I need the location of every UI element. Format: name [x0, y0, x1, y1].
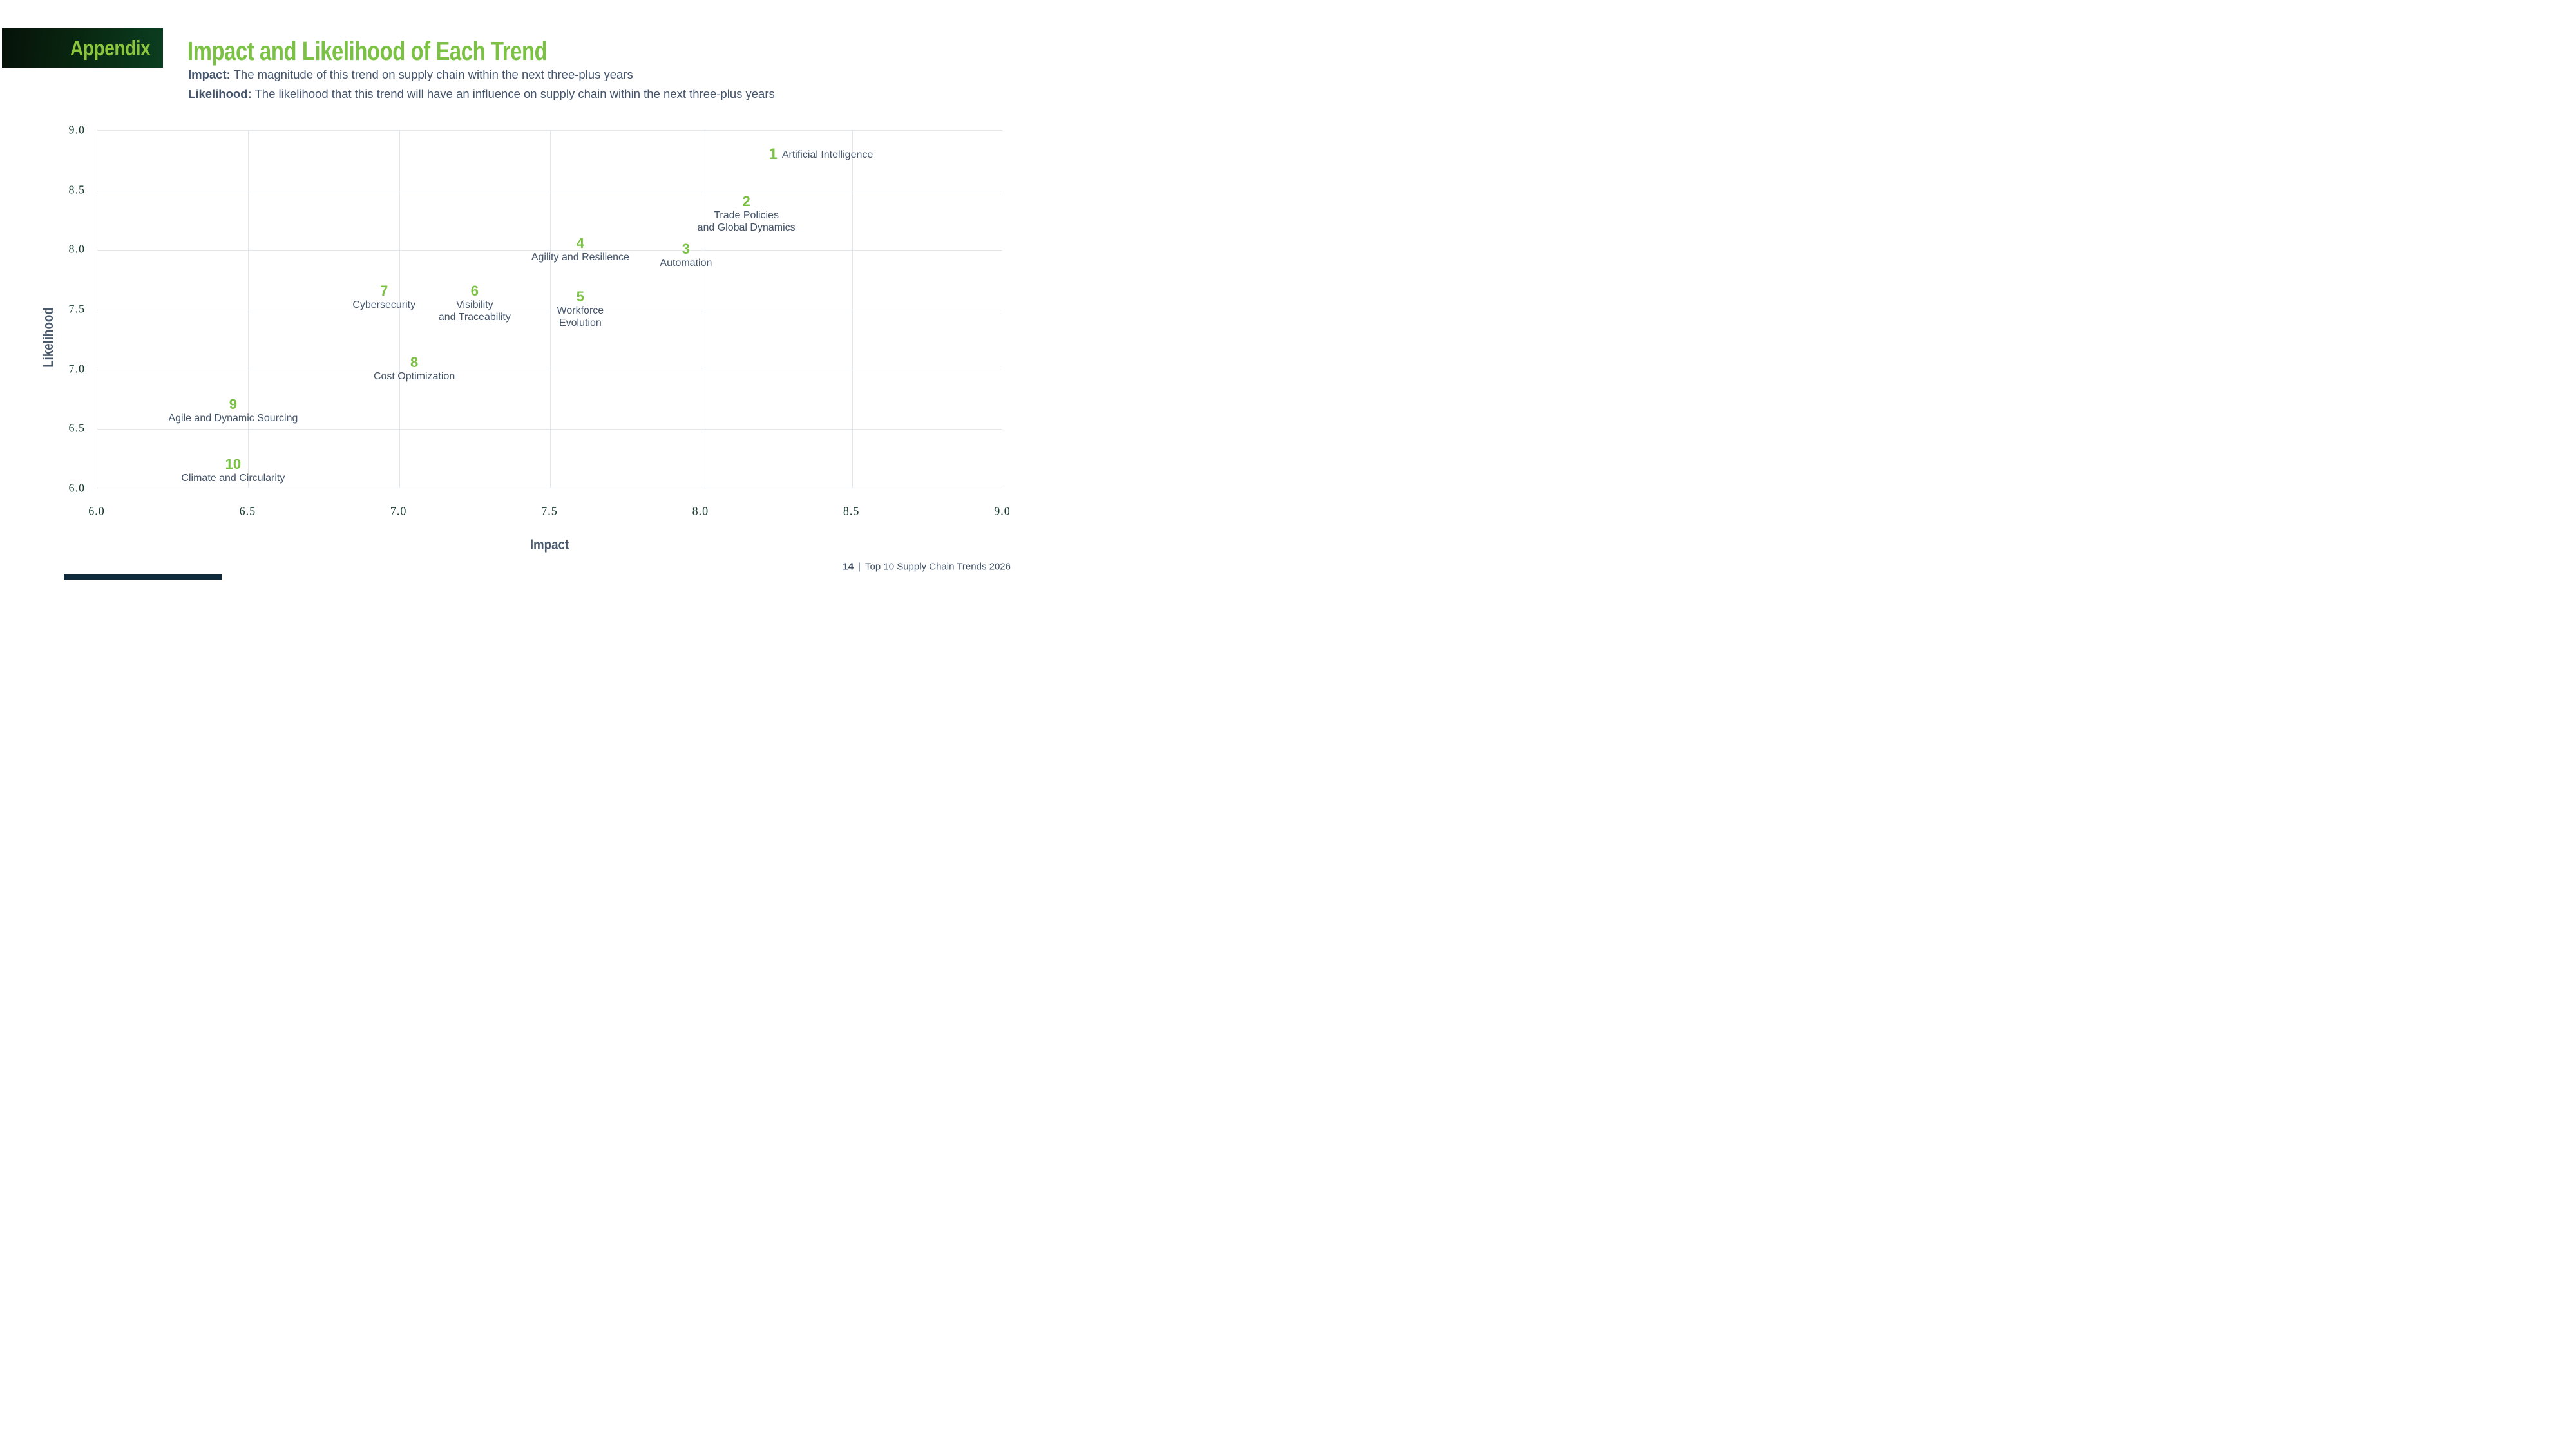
trend-point-6: 6 Visibility and Traceability [439, 283, 511, 323]
trend-rank: 5 [576, 289, 584, 305]
report-page: Appendix Impact and Likelihood of Each T… [0, 0, 1031, 580]
trend-point-7: 7 Cybersecurity [352, 283, 415, 311]
horizontal-gridline [97, 429, 1002, 430]
y-axis-tick-label: 6.5 [68, 421, 85, 435]
x-axis-tick-label: 8.0 [692, 504, 709, 518]
vertical-gridline [248, 131, 249, 488]
trend-point-4: 4 Agility and Resilience [531, 236, 629, 263]
y-axis-tick-label: 7.5 [68, 302, 85, 316]
horizontal-gridline [97, 250, 1002, 251]
trend-label: Visibility and Traceability [438, 299, 511, 323]
trend-rank: 3 [682, 241, 691, 258]
appendix-tab-label: Appendix [70, 35, 151, 60]
trend-label: Agility and Resilience [531, 252, 629, 263]
trend-point-2: 2 Trade Policies and Global Dynamics [698, 194, 796, 234]
trend-label: Cybersecurity [352, 299, 416, 311]
x-axis-tick-label: 8.5 [843, 504, 860, 518]
x-axis-tick-label: 9.0 [994, 504, 1011, 518]
impact-definition-text: The magnitude of this trend on supply ch… [230, 68, 633, 81]
page-footer: 14 | Top 10 Supply Chain Trends 2026 [843, 562, 1011, 573]
trend-rank: 10 [225, 455, 242, 472]
footer-page-number: 14 [843, 561, 854, 573]
trend-rank: 4 [576, 235, 584, 252]
impact-definition: Impact: The magnitude of this trend on s… [188, 65, 775, 84]
y-axis-tick-label: 9.0 [68, 123, 85, 137]
chart-definitions: Impact: The magnitude of this trend on s… [188, 65, 775, 104]
plot-area: 1 Artificial Intelligence 2 Trade Policies … [97, 130, 1002, 488]
x-axis-tick-label: 6.5 [239, 504, 256, 518]
vertical-gridline [399, 131, 400, 488]
trend-rank: 8 [410, 354, 419, 371]
trend-label: Workforce Evolution [557, 305, 604, 329]
x-axis-tick-label: 7.5 [541, 504, 558, 518]
vertical-gridline [852, 131, 853, 488]
trend-point-9: 9 Agile and Dynamic Sourcing [168, 397, 298, 424]
y-axis-tick-label: 8.0 [68, 242, 85, 256]
x-axis-title: Impact [530, 536, 569, 553]
impact-definition-term: Impact: [188, 68, 231, 81]
trend-rank: 9 [229, 396, 238, 413]
footer-accent-bar [64, 574, 222, 580]
likelihood-definition: Likelihood: The likelihood that this tre… [188, 84, 775, 104]
x-axis-tick-label: 6.0 [88, 504, 105, 518]
trend-point-1: 1 Artificial Intelligence [769, 147, 873, 162]
trend-label: Artificial Intelligence [781, 149, 873, 160]
trend-label: Trade Policies and Global Dynamics [697, 210, 796, 234]
x-axis-tick-label: 7.0 [390, 504, 407, 518]
trend-point-8: 8 Cost Optimization [374, 355, 455, 383]
trend-label: Agile and Dynamic Sourcing [168, 413, 298, 424]
page-title: Impact and Likelihood of Each Trend [187, 36, 548, 66]
y-axis-tick-label: 8.5 [68, 183, 85, 196]
likelihood-definition-term: Likelihood: [188, 87, 252, 100]
trend-rank: 2 [742, 193, 750, 210]
trend-rank: 6 [470, 283, 479, 299]
y-axis-title: Likelihood [40, 307, 56, 368]
trend-label: Automation [660, 258, 712, 269]
y-axis-tick-label: 7.0 [68, 362, 85, 375]
footer-separator: | [858, 561, 861, 573]
trend-point-3: 3 Automation [660, 242, 712, 269]
vertical-gridline [550, 131, 551, 488]
footer-report-title: Top 10 Supply Chain Trends 2026 [865, 561, 1011, 573]
trend-rank: 7 [380, 283, 388, 299]
trend-point-5: 5 Workforce Evolution [557, 289, 604, 329]
y-axis-tick-label: 6.0 [68, 481, 85, 495]
appendix-tab: Appendix [2, 28, 163, 68]
trend-label: Climate and Circularity [181, 472, 285, 484]
trend-label: Cost Optimization [373, 371, 455, 383]
trend-rank: 1 [768, 146, 778, 164]
likelihood-definition-text: The likelihood that this trend will have… [251, 87, 775, 100]
trend-point-10: 10 Climate and Circularity [181, 455, 285, 484]
